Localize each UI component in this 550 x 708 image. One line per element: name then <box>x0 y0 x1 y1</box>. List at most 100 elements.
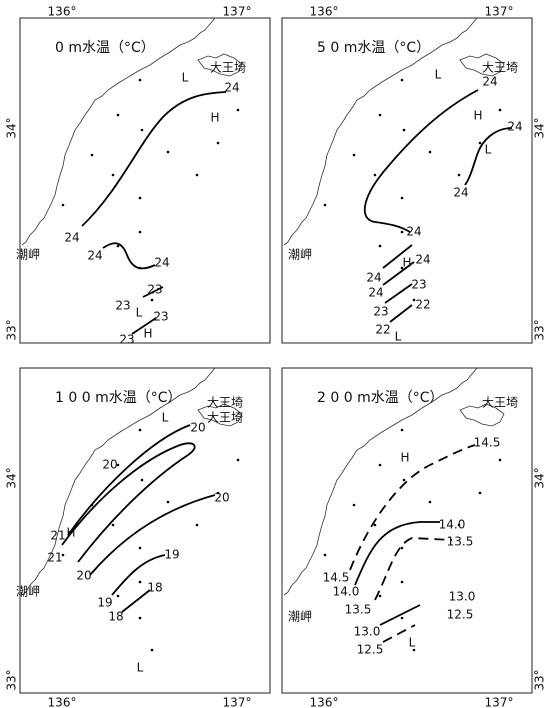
lat-label: 34° <box>5 467 19 488</box>
lon-label: 137° <box>223 5 252 19</box>
isotherm <box>111 554 166 596</box>
isotherm <box>81 91 227 227</box>
station <box>400 428 404 432</box>
map-panel: 5 0 m水温（°C）136° 137°34°33°大王埼潮岬LHL2424242… <box>281 5 547 344</box>
lon-label: 137° <box>485 696 514 708</box>
map-label: 潮岬 <box>288 609 312 624</box>
map-label: 24 <box>482 75 497 89</box>
panel-title: 0 m水温（°C） <box>55 40 155 56</box>
map-label: 21 <box>50 529 65 543</box>
station <box>195 173 199 177</box>
map-label: 大王埼 <box>210 61 246 75</box>
station <box>428 500 432 504</box>
station <box>61 203 65 207</box>
map-label: 13.5 <box>447 535 474 549</box>
station <box>138 78 142 82</box>
station <box>138 428 142 432</box>
station <box>111 173 115 177</box>
station <box>378 113 382 117</box>
lon-label: 136° <box>48 696 77 708</box>
map-label: 20 <box>214 491 229 505</box>
station <box>138 196 142 200</box>
map-label: 23 <box>147 283 162 297</box>
station <box>373 523 377 527</box>
station <box>138 616 142 620</box>
map-label: L <box>137 661 144 675</box>
map-label: 19 <box>164 548 179 562</box>
station <box>150 298 154 302</box>
lat-label: 33° <box>533 669 547 690</box>
map-label: H <box>143 327 152 341</box>
station <box>352 153 356 157</box>
map-label: H <box>400 451 409 465</box>
station <box>323 203 327 207</box>
isotherm <box>382 244 413 269</box>
station <box>498 458 502 462</box>
map-label: 大王埼 <box>482 396 518 410</box>
map-label: 22 <box>415 298 430 312</box>
station <box>116 594 120 598</box>
station <box>195 523 199 527</box>
isotherm <box>382 261 415 286</box>
station <box>378 594 382 598</box>
map-label: 13.0 <box>354 625 381 639</box>
lat-label: 34° <box>533 467 547 488</box>
map-label: L <box>485 143 492 157</box>
map-label: L <box>435 68 442 82</box>
station <box>216 491 220 495</box>
station <box>400 546 404 550</box>
station <box>236 458 240 462</box>
map-label: 24 <box>415 253 430 267</box>
panel-frame <box>19 17 271 344</box>
panel-title: 1 0 0 m水温（°C） <box>55 390 182 406</box>
map-label: 大王埼 <box>482 61 518 75</box>
map-label: 13.0 <box>449 590 476 604</box>
isotherm <box>382 624 416 643</box>
station <box>400 78 404 82</box>
map-label: H <box>210 111 219 125</box>
map-label: H <box>66 526 75 540</box>
map-label: 21 <box>47 551 62 565</box>
map-label: 20 <box>102 458 117 472</box>
lat-label: 34° <box>533 117 547 138</box>
isotherm <box>384 283 413 304</box>
isotherm <box>89 494 216 576</box>
map-label: 24 <box>366 271 381 285</box>
map-label: 潮岬 <box>16 584 40 599</box>
station <box>116 463 120 467</box>
station <box>428 150 432 154</box>
map-label: 20 <box>190 421 205 435</box>
isotherm <box>354 521 440 586</box>
lat-label: 33° <box>5 669 19 690</box>
lat-label: 33° <box>5 319 19 340</box>
map-label: 14.0 <box>333 585 360 599</box>
map-label: 23 <box>153 310 168 324</box>
map-label: 12.5 <box>357 643 384 657</box>
map-label: 潮岬 <box>16 247 40 262</box>
station <box>116 244 120 248</box>
map-label: 12.5 <box>447 608 474 622</box>
station <box>216 141 220 145</box>
isotherm <box>349 444 476 571</box>
station <box>457 523 461 527</box>
station <box>140 128 144 132</box>
station <box>111 523 115 527</box>
station <box>138 580 142 584</box>
isotherm <box>374 537 453 601</box>
station <box>373 173 377 177</box>
map-label: L <box>409 636 416 650</box>
isotherm <box>363 89 479 233</box>
station <box>90 153 94 157</box>
isotherm <box>61 442 196 563</box>
map-label: 24 <box>154 256 169 270</box>
station <box>400 616 404 620</box>
map-label: 18 <box>108 610 123 624</box>
map-label: 大王埼 <box>207 411 243 425</box>
station <box>400 230 404 234</box>
lon-label: 137° <box>485 5 514 19</box>
map-label: L <box>182 71 189 85</box>
map-label: 23 <box>373 305 388 319</box>
